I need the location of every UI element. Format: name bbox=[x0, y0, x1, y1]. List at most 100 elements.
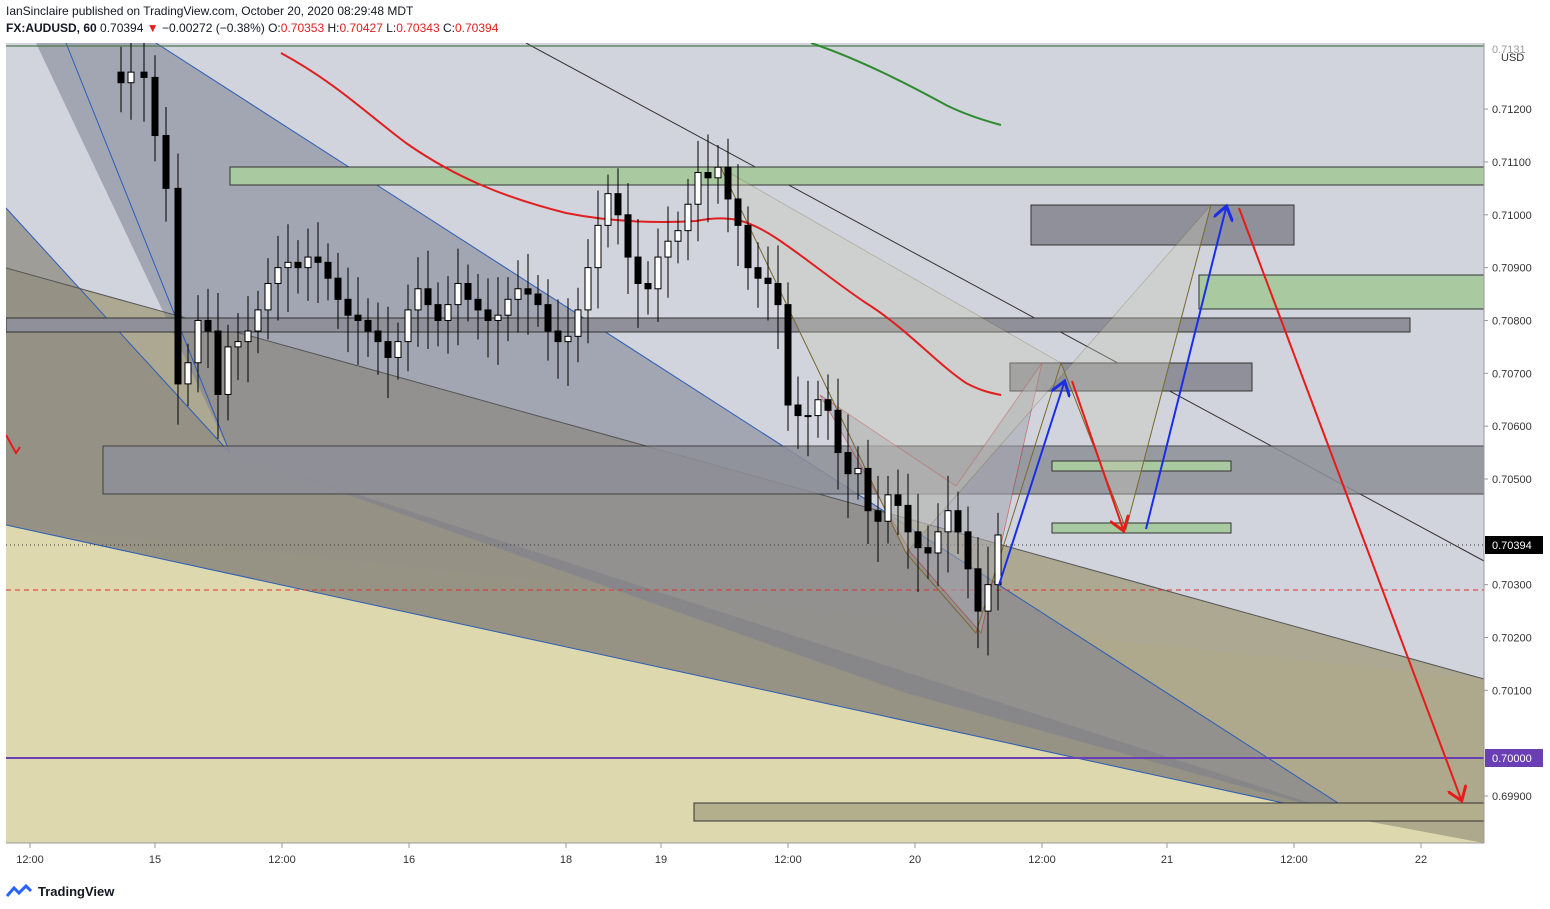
tradingview-logo-icon bbox=[6, 884, 32, 897]
ma-fast-red bbox=[280, 52, 1002, 396]
harmonic-pattern-red bbox=[819, 362, 1043, 634]
price-tick-label: 0.70500 bbox=[1492, 474, 1532, 486]
wedge-line-bottom bbox=[6, 524, 1367, 822]
zone-gray-wide bbox=[102, 445, 1484, 495]
candle-bearish bbox=[384, 341, 392, 358]
candle-bearish bbox=[724, 166, 732, 200]
candle-bearish bbox=[464, 282, 472, 300]
candle-bearish bbox=[614, 193, 622, 216]
candle-bullish bbox=[514, 288, 522, 300]
publisher-line: IanSinclaire published on TradingView.co… bbox=[6, 4, 414, 18]
candle-bullish bbox=[244, 330, 252, 343]
candle-bullish bbox=[654, 256, 662, 290]
current-price-label: 0.70394 bbox=[1492, 540, 1532, 552]
chart-area[interactable]: USD 0.7131 0.71200 0.71100 0.71000 0.70900 0… bbox=[6, 43, 1544, 873]
candle-bullish bbox=[234, 341, 242, 348]
time-tick-label: 12:00 bbox=[1280, 854, 1308, 866]
candle-bullish bbox=[254, 309, 262, 332]
candle-bullish bbox=[594, 224, 602, 269]
candle-bearish bbox=[894, 494, 902, 506]
zone-gray-band bbox=[6, 317, 1411, 333]
candle-bearish bbox=[434, 304, 442, 321]
candle-bullish bbox=[264, 282, 272, 311]
candle-bullish bbox=[284, 261, 292, 269]
candle-bullish bbox=[564, 335, 572, 343]
candle-bearish bbox=[874, 510, 882, 522]
time-tick-label: 12:00 bbox=[16, 854, 44, 866]
price-axis-top-partial: 0.7131 bbox=[1492, 44, 1526, 56]
price-tick-label: 0.71200 bbox=[1492, 104, 1532, 116]
candle-bearish bbox=[734, 198, 742, 226]
candle-bearish bbox=[214, 330, 222, 395]
price-tick-label: 0.70800 bbox=[1492, 315, 1532, 327]
brand-label: TradingView bbox=[38, 883, 115, 899]
candle-bearish bbox=[954, 510, 962, 533]
price-tick-label: 0.71000 bbox=[1492, 210, 1532, 222]
time-tick-label: 16 bbox=[403, 854, 415, 866]
harmonic-lines-olive bbox=[720, 167, 1212, 634]
time-tick-label: 18 bbox=[560, 854, 572, 866]
candle-bearish bbox=[794, 404, 802, 417]
left-red-arrow-icon bbox=[6, 434, 21, 455]
candle-bearish bbox=[204, 319, 212, 332]
candle-bearish bbox=[140, 71, 148, 78]
candle-bearish bbox=[634, 256, 642, 284]
price-tick-label: 0.70100 bbox=[1492, 685, 1532, 697]
time-ticks: 12:00 15 12:00 16 18 19 12:00 20 12:00 21 12:00 22 bbox=[16, 843, 1427, 866]
candle-bearish bbox=[744, 224, 752, 269]
candle-bearish bbox=[162, 135, 170, 189]
candle-bullish bbox=[504, 298, 512, 316]
symbol-interval[interactable]: FX:AUDUSD, 60 bbox=[6, 21, 97, 35]
candle-bearish bbox=[644, 282, 652, 290]
close-value: 0.70394 bbox=[454, 21, 499, 35]
candle-bearish bbox=[624, 214, 632, 258]
low-label: L: bbox=[386, 21, 397, 35]
symbol-ohlc-line: FX:AUDUSD, 60 0.70394 ▼ −0.00272 (−0.38%… bbox=[6, 21, 498, 35]
last-price: 0.70394 bbox=[100, 21, 144, 35]
wedge-fill bbox=[6, 208, 1366, 821]
candle-bearish bbox=[534, 293, 542, 306]
level-price-tag bbox=[1485, 749, 1543, 767]
candle-bullish bbox=[944, 510, 952, 533]
chart-svg[interactable]: USD 0.7131 0.712000.711000.710000.709000… bbox=[6, 43, 1544, 873]
candle-bullish bbox=[414, 288, 422, 311]
zone-green-small2 bbox=[1051, 522, 1232, 534]
candle-bearish bbox=[324, 261, 332, 279]
wedge-line-left2 bbox=[65, 43, 231, 454]
zone-gray-mid bbox=[1009, 362, 1253, 392]
candle-bullish bbox=[304, 256, 312, 269]
open-label: O: bbox=[268, 21, 281, 35]
candle-bullish bbox=[194, 319, 202, 364]
candle-bearish bbox=[834, 409, 842, 454]
candle-bullish bbox=[584, 267, 592, 311]
candle-bearish bbox=[354, 314, 362, 321]
time-tick-label: 12:00 bbox=[774, 854, 802, 866]
candle-bearish bbox=[844, 452, 852, 475]
zone-bottom bbox=[693, 802, 1484, 822]
candle-bullish bbox=[604, 193, 612, 226]
candle-bearish bbox=[314, 256, 322, 263]
candle-bullish bbox=[404, 309, 412, 343]
candle-bearish bbox=[824, 399, 832, 411]
candle-bearish bbox=[334, 277, 342, 300]
candle-bearish bbox=[774, 282, 782, 306]
candle-bearish bbox=[174, 187, 182, 385]
candle-bearish bbox=[151, 76, 159, 137]
time-tick-label: 19 bbox=[655, 854, 667, 866]
candle-bullish bbox=[394, 341, 402, 358]
time-tick-label: 15 bbox=[149, 854, 161, 866]
candle-bullish bbox=[994, 534, 1002, 586]
projection-up-2 bbox=[1145, 208, 1226, 530]
current-price-tag bbox=[1485, 536, 1543, 554]
candle-bullish bbox=[854, 467, 862, 475]
candle-bullish bbox=[127, 71, 135, 84]
candle-bullish bbox=[714, 166, 722, 179]
candle-bearish bbox=[784, 304, 792, 406]
high-label: H: bbox=[327, 21, 340, 35]
candle-bearish bbox=[704, 172, 712, 179]
price-tick-label: 0.70700 bbox=[1492, 368, 1532, 380]
time-tick-label: 21 bbox=[1161, 854, 1173, 866]
candle-bullish bbox=[984, 584, 992, 612]
candle-bearish bbox=[764, 277, 772, 284]
price-tick-label: 0.69900 bbox=[1492, 791, 1532, 803]
